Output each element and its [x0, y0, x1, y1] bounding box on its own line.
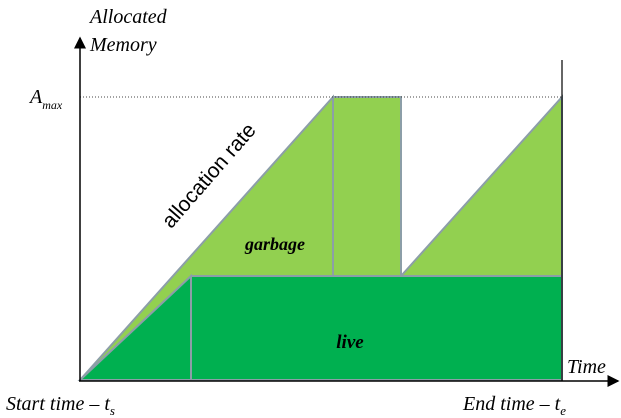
max-symbol: A — [28, 86, 43, 108]
max-label: Amax — [28, 86, 63, 112]
garbage-area — [398, 94, 563, 277]
live-area — [77, 273, 192, 381]
start-label: Start time – ts — [6, 393, 115, 418]
start-text: Start time – t — [6, 393, 110, 415]
end-label: End time – te — [462, 393, 566, 418]
x-axis-label: Time — [567, 356, 606, 378]
end-text: End time – t — [462, 393, 561, 415]
y-axis-label: Memory — [89, 34, 157, 56]
y-axis-label: Allocated — [88, 6, 168, 28]
live-area — [190, 275, 563, 381]
garbage-area — [332, 96, 402, 277]
max-subscript: max — [42, 98, 63, 112]
start-subscript: s — [110, 403, 115, 418]
live-label: live — [336, 332, 364, 353]
garbage-label: garbage — [244, 234, 305, 254]
end-subscript: e — [560, 403, 566, 418]
